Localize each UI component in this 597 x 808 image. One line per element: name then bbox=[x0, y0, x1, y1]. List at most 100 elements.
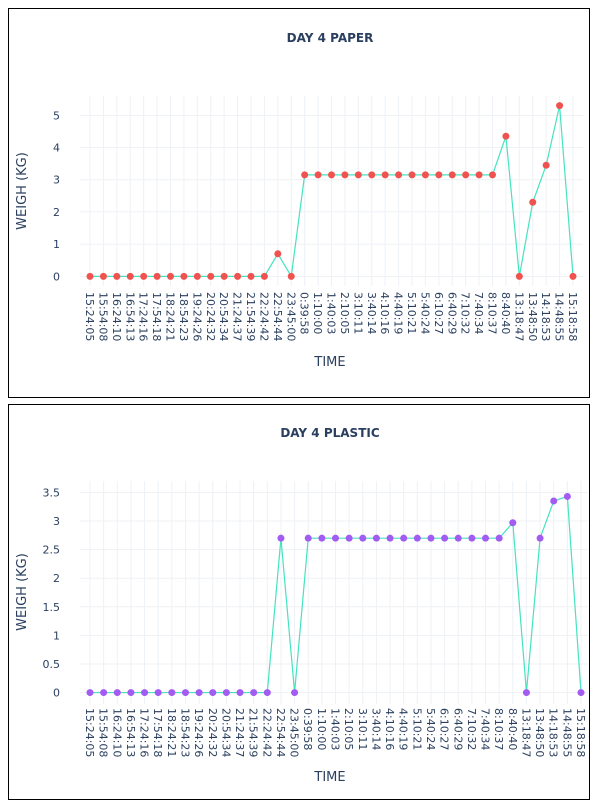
x-tick-label: 6:10:27 bbox=[438, 708, 451, 750]
x-tick-label: 6:40:29 bbox=[445, 292, 458, 334]
x-tick-label: 8:40:40 bbox=[499, 292, 512, 334]
y-tick-label: 5 bbox=[53, 109, 60, 122]
x-tick-label: 7:40:34 bbox=[479, 708, 492, 750]
x-tick-label: 7:10:32 bbox=[459, 292, 472, 334]
y-tick-label: 3 bbox=[53, 515, 60, 528]
x-tick-label: 20:54:34 bbox=[217, 292, 230, 341]
x-tick-label: 15:54:08 bbox=[97, 708, 110, 757]
marker bbox=[345, 534, 353, 542]
marker bbox=[569, 272, 577, 280]
x-tick-label: 5:40:24 bbox=[424, 708, 437, 750]
marker bbox=[475, 171, 483, 179]
marker bbox=[100, 689, 108, 697]
marker bbox=[435, 171, 443, 179]
panel-border bbox=[8, 8, 590, 398]
x-tick-label: 2:10:05 bbox=[338, 292, 351, 334]
marker bbox=[515, 272, 523, 280]
marker bbox=[318, 534, 326, 542]
marker bbox=[427, 534, 435, 542]
x-tick-label: 5:10:21 bbox=[410, 708, 423, 750]
marker bbox=[86, 689, 94, 697]
x-tick-label: 13:48:50 bbox=[526, 292, 539, 341]
marker bbox=[556, 102, 564, 110]
x-tick-label: 15:18:58 bbox=[574, 708, 587, 757]
y-tick-label: 0 bbox=[53, 687, 60, 700]
marker bbox=[99, 272, 107, 280]
x-tick-label: 1:40:03 bbox=[325, 292, 338, 334]
marker bbox=[168, 689, 176, 697]
x-axis-title: TIME bbox=[313, 355, 345, 370]
x-tick-label: 14:18:53 bbox=[539, 292, 552, 341]
marker bbox=[441, 534, 449, 542]
marker bbox=[454, 534, 462, 542]
chart-title: DAY 4 PLASTIC bbox=[280, 426, 380, 440]
marker bbox=[220, 272, 228, 280]
marker bbox=[354, 171, 362, 179]
x-tick-label: 15:18:58 bbox=[566, 292, 579, 341]
y-tick-label: 2 bbox=[53, 206, 60, 219]
marker bbox=[509, 519, 517, 527]
marker bbox=[277, 534, 285, 542]
panel-border bbox=[8, 404, 590, 800]
marker bbox=[489, 171, 496, 179]
marker bbox=[301, 171, 309, 179]
x-tick-label: 6:40:29 bbox=[451, 708, 464, 750]
marker bbox=[140, 272, 148, 280]
x-tick-label: 22:54:44 bbox=[274, 708, 287, 757]
marker bbox=[153, 272, 161, 280]
x-tick-label: 21:24:37 bbox=[231, 292, 244, 341]
marker bbox=[260, 272, 268, 280]
x-tick-label: 0:39:58 bbox=[301, 708, 314, 750]
x-tick-label: 6:10:27 bbox=[432, 292, 445, 334]
marker bbox=[408, 171, 416, 179]
marker bbox=[468, 534, 476, 542]
marker bbox=[127, 689, 135, 697]
x-tick-label: 3:40:14 bbox=[369, 708, 382, 750]
x-tick-label: 13:18:47 bbox=[512, 292, 525, 341]
x-tick-label: 14:48:55 bbox=[560, 708, 573, 757]
x-tick-label: 18:24:21 bbox=[165, 708, 178, 757]
marker bbox=[359, 534, 367, 542]
marker bbox=[274, 250, 282, 258]
x-tick-label: 17:54:18 bbox=[150, 292, 163, 341]
x-tick-label: 23:45:00 bbox=[284, 292, 297, 341]
x-tick-label: 1:10:00 bbox=[315, 708, 328, 750]
x-tick-label: 18:24:21 bbox=[164, 292, 177, 341]
x-tick-label: 13:18:47 bbox=[519, 708, 532, 757]
y-tick-label: 0 bbox=[53, 270, 60, 283]
marker bbox=[207, 272, 215, 280]
x-tick-label: 13:48:50 bbox=[533, 708, 546, 757]
x-tick-label: 15:24:05 bbox=[83, 708, 96, 757]
y-tick-label: 2 bbox=[53, 572, 60, 585]
marker bbox=[236, 689, 244, 697]
marker bbox=[314, 171, 322, 179]
x-tick-label: 8:40:40 bbox=[506, 708, 519, 750]
marker bbox=[113, 272, 121, 280]
x-tick-label: 17:54:18 bbox=[151, 708, 164, 757]
marker bbox=[247, 272, 255, 280]
chart-title: DAY 4 PAPER bbox=[287, 31, 374, 45]
marker bbox=[167, 272, 174, 280]
marker bbox=[421, 171, 429, 179]
y-tick-label: 3 bbox=[53, 174, 60, 187]
marker bbox=[195, 689, 203, 697]
marker bbox=[462, 171, 470, 179]
marker bbox=[181, 689, 189, 697]
x-tick-label: 7:10:32 bbox=[465, 708, 478, 750]
marker bbox=[141, 689, 149, 697]
x-tick-label: 18:54:23 bbox=[178, 708, 191, 757]
x-tick-label: 21:24:37 bbox=[233, 708, 246, 757]
marker bbox=[448, 171, 456, 179]
x-tick-label: 16:54:13 bbox=[124, 708, 137, 757]
x-tick-label: 17:24:16 bbox=[137, 292, 150, 341]
x-tick-label: 16:54:13 bbox=[123, 292, 136, 341]
x-tick-label: 21:54:39 bbox=[244, 292, 257, 341]
x-tick-label: 20:24:32 bbox=[204, 292, 217, 341]
marker bbox=[209, 689, 217, 697]
marker bbox=[332, 534, 339, 542]
y-tick-label: 4 bbox=[53, 142, 60, 155]
x-tick-label: 18:54:23 bbox=[177, 292, 190, 341]
x-tick-label: 22:24:42 bbox=[257, 292, 270, 341]
marker bbox=[522, 689, 530, 697]
